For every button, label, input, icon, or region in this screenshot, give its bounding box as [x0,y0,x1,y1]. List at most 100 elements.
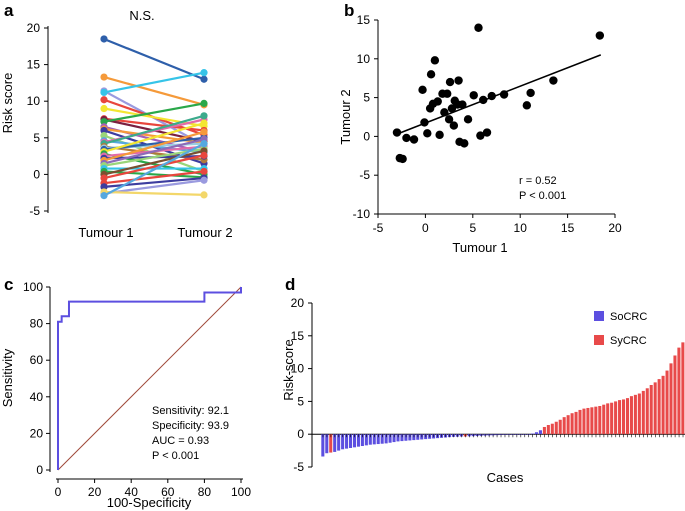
panel-c-ytick-label-3: 60 [30,353,44,367]
pair-point-t2-0 [200,75,208,83]
bar-socrc-20 [400,434,404,442]
legend-label-sycrc: SyCRC [610,335,647,347]
panel-d-ytick-label-3: 10 [291,362,305,376]
bar-sycrc-80 [637,393,641,435]
panel-d-ytick-label-4: 15 [291,329,305,343]
bar-socrc-6 [345,434,349,449]
pair-line-30 [103,170,205,185]
panel-b-xtick-label-4: 15 [561,221,575,235]
panel-b-ylabel: Tumour 2 [338,89,353,144]
scatter-point-23 [454,76,463,85]
bar-socrc-9 [356,434,360,447]
pair-line-0 [103,37,205,81]
scatter-point-4 [409,135,419,144]
bar-sycrc-2 [329,434,333,453]
bar-sycrc-59 [554,421,558,435]
panel-d-ytick-label-0: -5 [293,460,304,474]
scatter-point-2 [398,154,407,164]
panel-b-xtick-label-5: 20 [608,221,622,235]
pair-point-t2-19 [200,119,208,127]
pair-point-t2-30 [200,167,208,176]
bar-socrc-54 [534,432,539,435]
panel-c-stat-specificity: Specificity: 93.9 [152,420,229,432]
panel-c-xtick-label-5: 100 [231,485,251,499]
bar-sycrc-61 [562,417,566,435]
pair-line-32 [103,179,205,195]
bar-sycrc-91 [681,342,685,435]
panel-b-annot-p: P < 0.001 [519,190,566,202]
panel-b-annot-r: r = 0.52 [519,175,557,187]
pair-point-t2-3 [200,69,208,77]
bar-sycrc-71 [602,404,606,435]
panel-b-scatter: Tumour 1 Tumour 2 r = 0.52 P < 0.001 -10… [338,13,622,255]
bar-sycrc-83 [649,385,653,435]
bar-sycrc-67 [586,407,590,435]
regression-line [396,54,602,135]
bar-socrc-53 [530,433,535,435]
pair-line-3 [103,71,205,94]
panel-c-xtick-label-3: 60 [161,485,175,499]
bar-sycrc-74 [614,401,618,435]
pair-line-24 [103,138,205,165]
bar-sycrc-64 [574,411,578,435]
scatter-point-7 [423,129,432,138]
panel-b-xtick-label-1: 0 [422,221,429,235]
panel-b-ytick-label-0: -10 [353,207,371,221]
bar-socrc-14 [376,434,380,445]
panel-c-xlabel: 100-Specificity [107,495,192,510]
panel-c-ytick-label-1: 20 [30,426,44,440]
bar-sycrc-68 [590,407,594,435]
panel-b-ytick-label-4: 10 [357,52,371,66]
bar-sycrc-89 [673,355,677,435]
panel-label-a: a [4,1,14,20]
bar-sycrc-79 [633,394,637,435]
bar-sycrc-70 [598,405,602,435]
scatter-point-37 [549,76,558,85]
pair-point-t2-29 [200,151,208,159]
panel-label-c: c [4,275,13,294]
scatter-point-18 [445,77,455,87]
bar-socrc-11 [364,434,368,446]
panel-a-ytick-label-4: 15 [27,58,41,72]
scatter-point-29 [474,23,483,32]
bar-socrc-1 [325,434,329,454]
pair-line-31 [103,176,205,188]
pair-line-29 [103,154,205,180]
pair-line-19 [103,122,205,153]
panel-b-xtick-label-2: 5 [469,221,476,235]
panel-d-ytick-label-2: 5 [297,394,304,408]
scatter-point-25 [458,100,467,109]
panel-b-ytick-label-3: 5 [363,91,370,105]
bar-sycrc-60 [558,419,562,435]
panel-c-ytick-label-2: 40 [30,390,44,404]
panel-c-ytick-label-4: 80 [30,317,44,331]
panel-d-bar-chart: Cases Risk-score SoCRC SyCRC -5 0 5 10 15 20 [281,296,685,485]
pair-point-t1-1 [100,73,108,81]
roc-curve [57,287,242,470]
scatter-point-12 [433,97,442,106]
panel-b-xtick-label-3: 10 [514,221,528,235]
bar-socrc-7 [348,434,353,448]
panel-a-paired-plot: N.S. Risk score Tumour 1 Tumour 2 -5 0 5 10… [0,8,233,240]
panel-c-xtick-label-1: 20 [88,485,102,499]
bar-sycrc-65 [578,409,582,435]
pair-line-27 [103,170,205,179]
bar-socrc-12 [368,434,372,445]
pair-point-t2-15 [200,112,208,120]
panel-a-cat-2: Tumour 2 [177,225,232,240]
bar-socrc-21 [404,434,408,441]
legend-swatch-socrc [594,311,604,321]
bar-sycrc-58 [550,423,554,435]
pair-line-8 [103,102,205,123]
panel-a-ytick-label-0: -5 [29,204,40,218]
panel-a-ytick-label-5: 20 [27,21,41,35]
bar-socrc-22 [408,434,412,441]
bar-sycrc-81 [641,390,645,435]
bar-sycrc-87 [665,370,669,435]
pair-point-t2-32 [200,176,208,184]
bar-sycrc-90 [677,347,681,435]
bar-socrc-5 [341,434,345,450]
scatter-point-0 [392,128,402,137]
bar-socrc-55 [538,430,542,435]
panel-b-ytick-label-5: 15 [357,13,371,27]
